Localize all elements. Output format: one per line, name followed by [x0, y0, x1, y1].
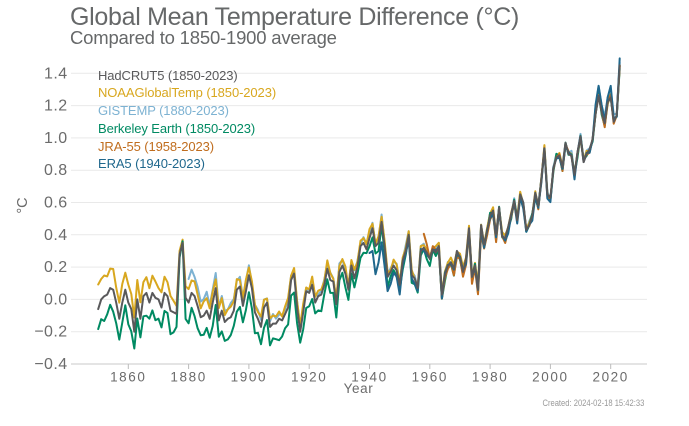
svg-text:1920: 1920 [291, 370, 327, 385]
svg-text:1880: 1880 [170, 370, 206, 385]
svg-text:0.4: 0.4 [44, 227, 67, 244]
svg-text:1860: 1860 [110, 370, 146, 385]
svg-text:1900: 1900 [231, 370, 267, 385]
svg-text:1.4: 1.4 [44, 65, 67, 82]
svg-text:1960: 1960 [412, 370, 448, 385]
svg-text:2000: 2000 [532, 370, 568, 385]
svg-text:0.6: 0.6 [44, 195, 67, 212]
svg-text:−0.2: −0.2 [34, 324, 67, 341]
svg-text:2020: 2020 [592, 370, 628, 385]
svg-text:1.2: 1.2 [44, 98, 67, 115]
svg-text:0.8: 0.8 [44, 162, 67, 179]
svg-text:1.0: 1.0 [44, 130, 67, 147]
svg-text:Year: Year [344, 381, 374, 396]
svg-text:°C: °C [15, 197, 31, 213]
svg-text:1980: 1980 [472, 370, 508, 385]
svg-text:0.0: 0.0 [44, 291, 67, 308]
svg-text:−0.4: −0.4 [34, 356, 67, 373]
svg-text:1940: 1940 [351, 370, 387, 385]
svg-text:0.2: 0.2 [44, 259, 67, 276]
